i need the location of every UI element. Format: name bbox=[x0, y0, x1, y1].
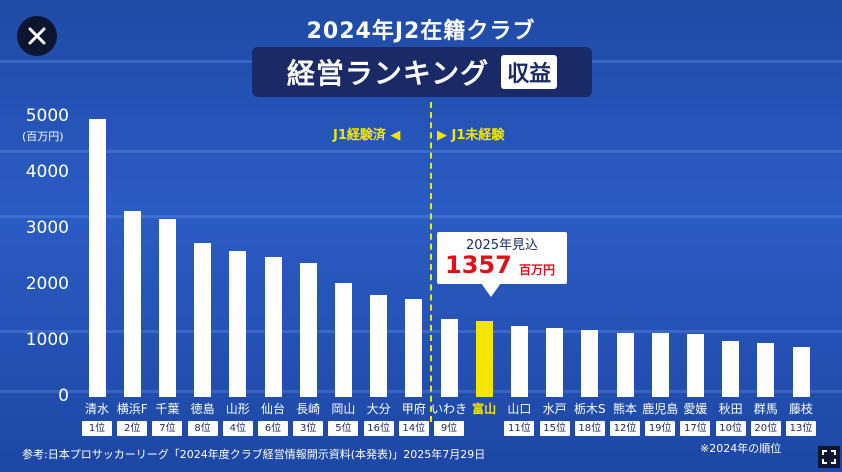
rank-badge: 8位 bbox=[187, 421, 218, 436]
bar-18 bbox=[722, 341, 740, 397]
rank-badge: 12位 bbox=[610, 421, 640, 436]
callout-value: 1357 bbox=[445, 251, 512, 279]
category-label: 山形 bbox=[225, 402, 250, 416]
rank-badge: 7位 bbox=[152, 421, 183, 436]
source-footnote: 参考:日本プロサッカーリーグ「2024年度クラブ経営情報開示資料(本発表)」20… bbox=[22, 448, 486, 461]
chart-title: 2024年J2在籍クラブ bbox=[306, 19, 536, 44]
bar-15 bbox=[616, 332, 634, 397]
category-label: 熊本 bbox=[612, 402, 637, 416]
bar-0 bbox=[88, 119, 106, 397]
y-tick-label: 1000 bbox=[25, 330, 69, 350]
category-label: 甲府 bbox=[401, 402, 426, 416]
rank-badge: 13位 bbox=[786, 421, 816, 436]
y-tick-label: 3000 bbox=[25, 218, 69, 238]
rank-badge: 17位 bbox=[680, 421, 711, 436]
category-label: 栃木S bbox=[573, 402, 606, 416]
category-label: 横浜F bbox=[116, 402, 148, 416]
rank-badge: 1位 bbox=[82, 421, 112, 436]
category-label: 鹿児島 bbox=[642, 402, 679, 416]
y-tick-label: 4000 bbox=[25, 162, 69, 182]
bar-4 bbox=[229, 251, 247, 397]
category-label: 群馬 bbox=[753, 402, 778, 416]
category-label: 千葉 bbox=[155, 402, 180, 416]
bar-19 bbox=[757, 342, 775, 397]
chart-subtitle: 経営ランキング bbox=[286, 57, 490, 90]
bar-5 bbox=[264, 257, 282, 397]
fullscreen-button[interactable] bbox=[818, 446, 840, 468]
category-label: 水戸 bbox=[542, 402, 567, 416]
bar-13 bbox=[546, 327, 564, 397]
category-label: 徳島 bbox=[190, 402, 215, 416]
category-label: 清水 bbox=[84, 402, 109, 416]
rank-badge: 6位 bbox=[258, 421, 288, 436]
callout-unit: 百万円 bbox=[519, 263, 556, 277]
rank-badge: 20位 bbox=[750, 421, 781, 436]
rank-badge: 14位 bbox=[398, 421, 429, 436]
rank-badge: 11位 bbox=[504, 421, 535, 436]
bar-2 bbox=[158, 218, 176, 397]
y-tick-label: 5000 bbox=[25, 106, 69, 126]
bar-7 bbox=[334, 283, 352, 397]
category-label: 藤枝 bbox=[788, 402, 813, 416]
callout-pointer bbox=[481, 283, 501, 297]
close-icon bbox=[28, 27, 46, 45]
close-button[interactable] bbox=[17, 16, 57, 56]
rank-badge: 19位 bbox=[645, 421, 676, 436]
bar-3 bbox=[194, 243, 212, 397]
rank-badge: 16位 bbox=[363, 421, 394, 436]
bar-8 bbox=[370, 295, 388, 397]
category-label: 山口 bbox=[507, 402, 532, 416]
bar-10 bbox=[440, 319, 458, 397]
bar-9 bbox=[405, 299, 423, 397]
rank-badge: 4位 bbox=[222, 421, 253, 436]
category-label: 秋田 bbox=[718, 402, 743, 416]
category-label: いわき bbox=[431, 402, 468, 416]
bar-11 bbox=[475, 321, 493, 397]
fullscreen-icon bbox=[822, 450, 836, 464]
rank-badge: 9位 bbox=[434, 421, 464, 436]
rank-badge: 10位 bbox=[715, 421, 746, 436]
j1-inexperienced-label: ▶ J1未経験 bbox=[437, 128, 505, 143]
category-label: 仙台 bbox=[260, 402, 285, 416]
rank-badge: 18位 bbox=[574, 421, 605, 436]
bar-17 bbox=[686, 333, 704, 397]
category-label: 富山 bbox=[472, 402, 497, 416]
rank-badge: 15位 bbox=[539, 421, 570, 436]
bar-16 bbox=[651, 332, 669, 397]
bar-14 bbox=[581, 330, 599, 397]
category-label: 愛媛 bbox=[683, 402, 708, 416]
metric-badge: 収益 bbox=[501, 55, 558, 89]
y-axis-unit: (百万円) bbox=[22, 130, 64, 143]
y-tick-label: 2000 bbox=[25, 274, 69, 294]
rank-badge: 2位 bbox=[117, 421, 148, 436]
forecast-callout: 2025年見込 1357 百万円 bbox=[437, 232, 567, 284]
category-label: 長崎 bbox=[296, 402, 321, 416]
callout-label: 2025年見込 bbox=[465, 238, 539, 253]
j1-divider-line bbox=[430, 102, 432, 422]
y-tick-label: 0 bbox=[58, 386, 69, 406]
category-label: 岡山 bbox=[331, 402, 356, 416]
subtitle-banner: 経営ランキング 収益 bbox=[252, 47, 592, 97]
bar-1 bbox=[123, 211, 141, 397]
bar-20 bbox=[792, 346, 810, 397]
bar-6 bbox=[299, 262, 317, 397]
category-label: 大分 bbox=[366, 402, 391, 416]
rank-badge: 3位 bbox=[293, 421, 324, 436]
rank-note: ※2024年の順位 bbox=[700, 442, 782, 455]
rank-badge: 5位 bbox=[328, 421, 359, 436]
j1-experienced-label: J1経験済 ◀ bbox=[333, 128, 401, 143]
bar-12 bbox=[510, 325, 528, 397]
